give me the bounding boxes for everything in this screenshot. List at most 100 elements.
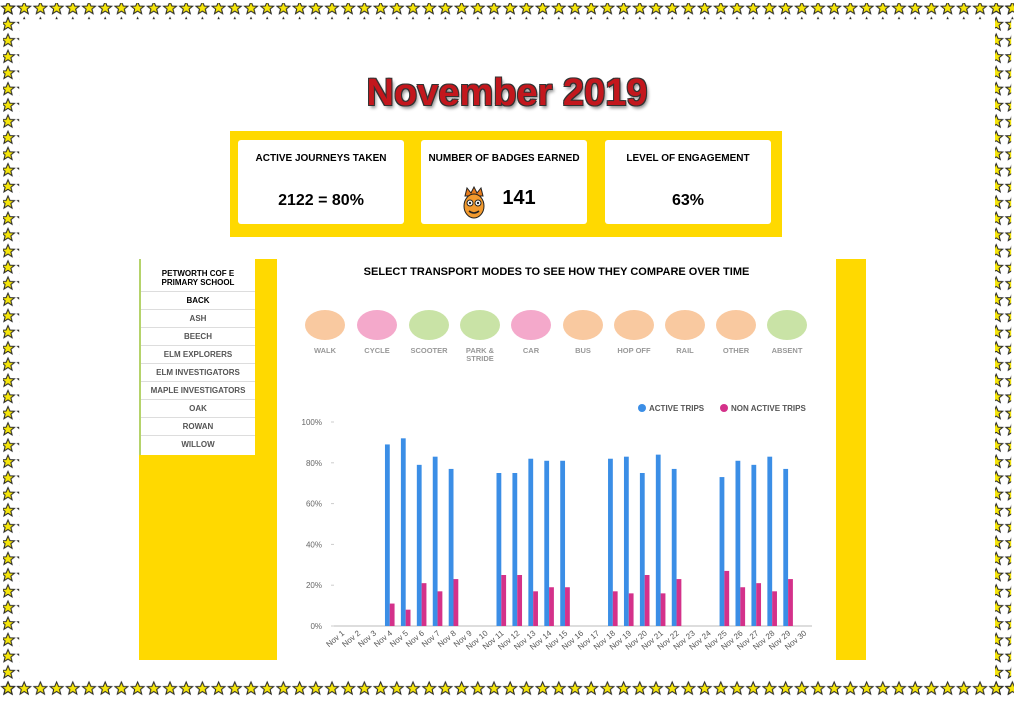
menu-item[interactable]: BACK xyxy=(141,291,255,309)
mode-button[interactable]: CAR xyxy=(508,310,554,355)
bar xyxy=(400,438,406,626)
bar xyxy=(533,591,538,626)
mode-icon xyxy=(665,310,705,340)
mode-label: HOP OFF xyxy=(617,346,651,355)
stat-label: ACTIVE JOURNEYS TAKEN xyxy=(255,153,387,164)
menu-item[interactable]: MAPLE INVESTIGATORS xyxy=(141,381,255,399)
bar xyxy=(501,575,507,626)
menu-item[interactable]: BEECH xyxy=(141,327,255,345)
legend-swatch xyxy=(720,404,728,412)
mode-button[interactable]: BUS xyxy=(560,310,606,355)
mode-icon xyxy=(357,310,397,340)
badge-icon xyxy=(463,186,485,219)
mode-icon xyxy=(563,310,603,340)
bar xyxy=(767,456,773,626)
mode-button[interactable]: OTHER xyxy=(713,310,759,355)
mode-button[interactable]: ABSENT xyxy=(764,310,810,355)
bar xyxy=(612,591,618,626)
mode-label: WALK xyxy=(313,346,337,355)
bar xyxy=(655,454,661,626)
mode-icon xyxy=(305,310,345,340)
y-tick-label: 0% xyxy=(310,622,322,631)
bar xyxy=(448,468,454,626)
mode-button[interactable]: PARK & STRIDE xyxy=(457,310,503,363)
bar xyxy=(623,456,629,626)
bar xyxy=(496,473,502,626)
bar xyxy=(783,468,789,626)
stat-label: NUMBER OF BADGES EARNED xyxy=(428,153,580,164)
bar xyxy=(724,570,730,626)
mode-icon xyxy=(511,310,551,340)
mode-label: SCOOTER xyxy=(410,346,448,355)
bar xyxy=(384,444,390,626)
modes-heading: SELECT TRANSPORT MODES TO SEE HOW THEY C… xyxy=(363,266,750,278)
mode-button[interactable]: SCOOTER xyxy=(406,310,452,355)
y-tick-label: 40% xyxy=(306,540,322,549)
bar xyxy=(740,587,746,626)
mode-button[interactable]: RAIL xyxy=(662,310,708,355)
bar xyxy=(772,591,777,626)
bar xyxy=(517,575,523,626)
mode-label: PARK & STRIDE xyxy=(465,346,495,363)
page-title: November 2019 xyxy=(366,72,648,114)
bar xyxy=(608,458,613,626)
bar xyxy=(671,468,677,626)
bar xyxy=(639,473,645,626)
bar xyxy=(544,460,550,626)
bar xyxy=(453,579,459,626)
mode-icon xyxy=(460,310,500,340)
stat-value: 141 xyxy=(502,187,536,209)
bar xyxy=(735,460,741,626)
y-tick-label: 60% xyxy=(306,500,322,509)
mode-label: OTHER xyxy=(722,346,750,355)
stat-card: ACTIVE JOURNEYS TAKEN 2122 = 80% xyxy=(238,140,404,224)
bar xyxy=(756,583,762,626)
bar xyxy=(751,464,757,626)
bar xyxy=(644,575,650,626)
bar xyxy=(660,593,666,626)
mode-button[interactable]: WALK xyxy=(302,310,348,355)
stats-panel: ACTIVE JOURNEYS TAKEN 2122 = 80% NUMBER … xyxy=(230,131,782,237)
sidebar-menu: PETWORTH COF E PRIMARY SCHOOL BACK ASH BEE… xyxy=(139,259,255,455)
legend-label: ACTIVE TRIPS xyxy=(649,404,705,413)
bar xyxy=(432,456,438,626)
menu-item[interactable]: WILLOW xyxy=(141,435,255,453)
menu-item[interactable]: ROWAN xyxy=(141,417,255,435)
mode-icon xyxy=(409,310,449,340)
mode-label: CAR xyxy=(522,346,540,355)
mode-button[interactable]: CYCLE xyxy=(354,310,400,355)
mode-icon xyxy=(767,310,807,340)
menu-item[interactable]: ELM INVESTIGATORS xyxy=(141,363,255,381)
bar xyxy=(565,587,570,626)
bar xyxy=(528,458,534,626)
menu-item[interactable]: ELM EXPLORERS xyxy=(141,345,255,363)
mode-label: RAIL xyxy=(676,346,694,355)
bar xyxy=(676,579,682,626)
bar xyxy=(389,603,395,626)
y-tick-label: 80% xyxy=(306,459,322,468)
stat-card: NUMBER OF BADGES EARNED 141 xyxy=(421,140,587,224)
bar xyxy=(788,579,793,626)
bar xyxy=(549,587,554,626)
bar xyxy=(628,593,634,626)
school-name: PETWORTH COF E PRIMARY SCHOOL xyxy=(161,269,235,287)
bar xyxy=(405,609,411,626)
bar xyxy=(421,583,427,626)
bar xyxy=(512,473,518,626)
menu-item[interactable]: OAK xyxy=(141,399,255,417)
mode-label: CYCLE xyxy=(364,346,390,355)
stat-value: 63% xyxy=(671,192,705,209)
mode-button[interactable]: HOP OFF xyxy=(611,310,657,355)
bar xyxy=(719,477,725,626)
bar xyxy=(560,460,566,626)
y-tick-label: 20% xyxy=(306,581,322,590)
mode-icon xyxy=(716,310,756,340)
stat-label: LEVEL OF ENGAGEMENT xyxy=(626,153,750,164)
mode-label: BUS xyxy=(575,346,591,355)
right-strip xyxy=(836,259,866,660)
stat-card: LEVEL OF ENGAGEMENT 63% xyxy=(605,140,771,224)
menu-item[interactable]: ASH xyxy=(141,309,255,327)
